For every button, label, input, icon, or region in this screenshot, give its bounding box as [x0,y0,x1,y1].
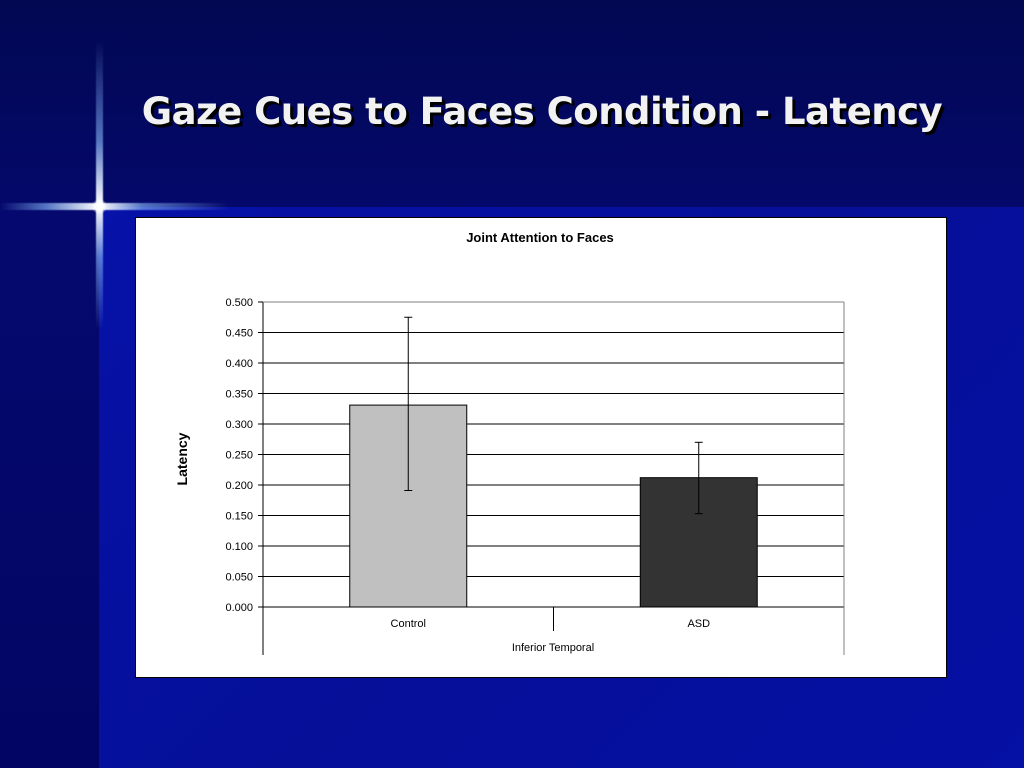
y-tick-label: 0.200 [225,480,253,492]
y-tick-label: 0.450 [225,328,253,340]
category-label: ASD [687,618,710,630]
title-band [0,0,1024,207]
y-tick-label: 0.500 [225,297,253,309]
y-tick-label: 0.350 [225,389,253,401]
x-axis-label: Inferior Temporal [512,642,594,654]
sparkle-horizontal-ray [0,203,230,210]
y-tick-label: 0.250 [225,450,253,462]
error-bars [404,316,703,515]
chart-title: Joint Attention to Faces [466,230,614,245]
y-axis-label: Latency [174,432,190,485]
category-label: Control [391,618,426,630]
y-tick-label: 0.150 [225,511,253,523]
axes [262,301,845,655]
y-tick-label: 0.300 [225,419,253,431]
sparkle-star-icon [92,199,107,214]
y-tick-label: 0.050 [225,572,253,584]
y-tick-label: 0.400 [225,358,253,370]
y-tick-labels: 0.000 0.050 0.100 0.150 0.200 0.250 0.300 0.350… [225,297,263,614]
sparkle-vertical-ray [96,40,103,330]
category-labels: Control ASD [391,618,711,630]
bar-chart: Joint Attention to Faces Latency Inferio… [174,230,845,655]
y-tick-label: 0.100 [225,541,253,553]
slide-title: Gaze Cues to Faces Condition - Latency [141,90,943,133]
left-band [0,207,99,768]
y-tick-label: 0.000 [225,602,253,614]
chart-frame: Joint Attention to Faces Latency Inferio… [135,217,947,678]
